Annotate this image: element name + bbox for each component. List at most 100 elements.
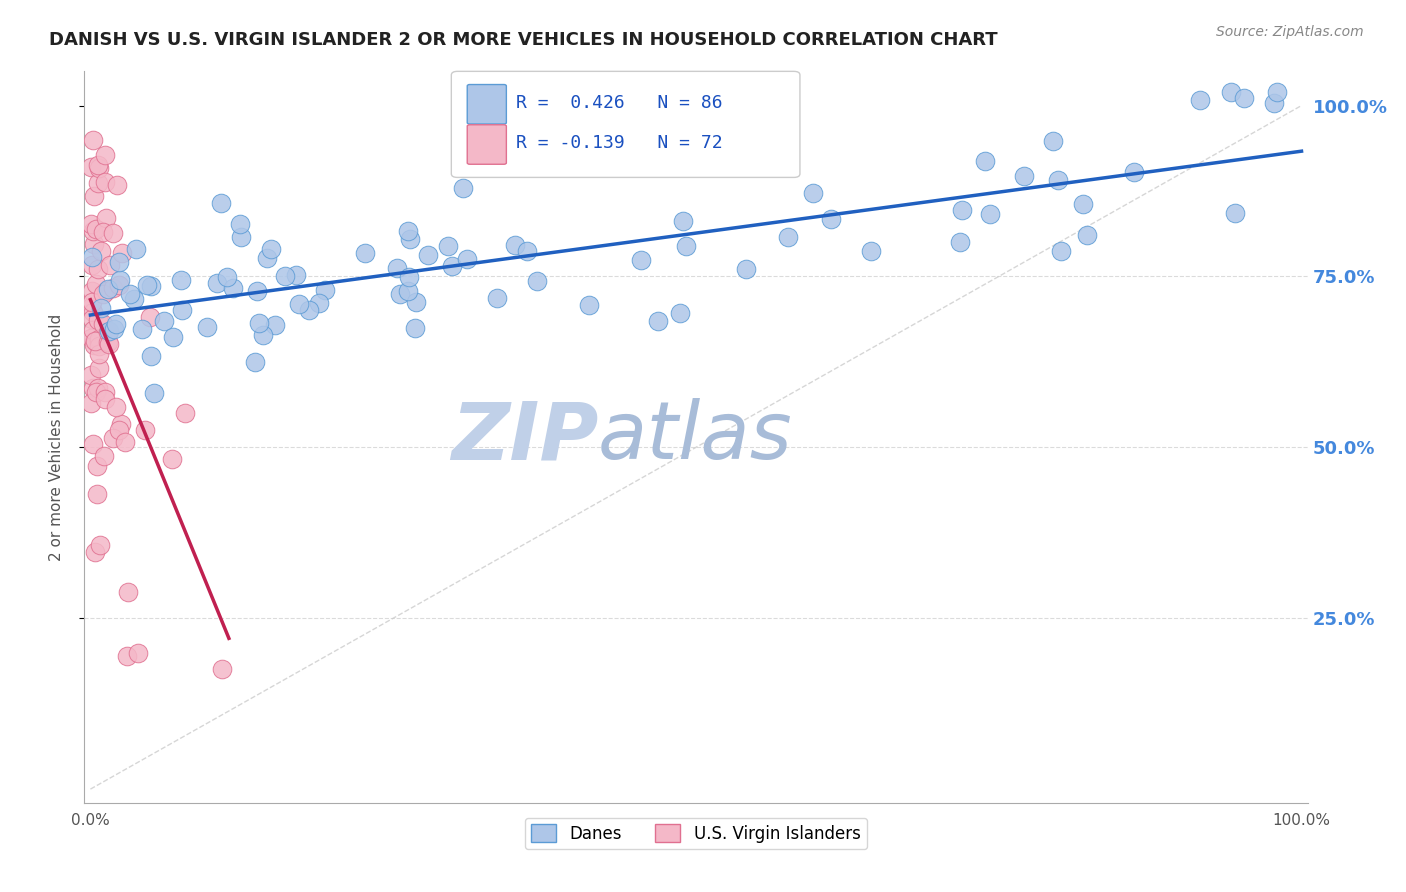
Point [108,255,131,269]
Point [209,196,232,211]
Point [101,431,124,445]
Point [1042,134,1064,148]
Point [1012,169,1035,183]
Point [82,250,104,264]
Point [82,224,104,238]
Point [153,314,176,328]
Point [96,211,118,225]
Point [195,319,218,334]
Point [108,273,131,287]
Point [127,646,149,660]
Point [354,245,377,260]
Point [80,368,103,382]
Point [82,380,104,394]
Point [101,226,124,240]
Point [211,663,233,677]
Point [120,286,142,301]
Point [222,281,245,295]
Point [231,230,253,244]
Text: DANISH VS U.S. VIRGIN ISLANDER 2 OR MORE VEHICLES IN HOUSEHOLD CORRELATION CHART: DANISH VS U.S. VIRGIN ISLANDER 2 OR MORE… [49,31,998,49]
Point [1071,197,1094,211]
Point [80,217,103,231]
Point [256,251,278,265]
Point [97,325,120,339]
Point [80,396,103,410]
Point [86,313,108,327]
Text: atlas: atlas [598,398,793,476]
Point [453,180,475,194]
Point [82,436,104,450]
Point [803,186,825,201]
Point [82,304,104,318]
Point [84,222,107,236]
Point [87,161,110,176]
Point [516,244,538,259]
Point [672,214,695,228]
Point [668,305,690,319]
Point [675,239,697,253]
Point [160,452,183,467]
Point [105,400,128,414]
Point [86,486,108,500]
Point [107,178,129,192]
Point [80,300,103,314]
Point [94,392,117,406]
Point [93,449,115,463]
Point [87,176,110,190]
Point [217,270,239,285]
Point [1189,93,1212,107]
Point [486,291,509,305]
Legend: Danes, U.S. Virgin Islanders: Danes, U.S. Virgin Islanders [524,818,868,849]
Point [456,252,478,266]
Point [82,294,104,309]
Point [83,334,105,348]
Point [820,212,842,227]
Point [117,585,139,599]
Point [142,386,165,401]
Point [503,237,526,252]
Point [83,236,105,251]
Point [308,296,330,310]
Point [110,417,132,431]
Point [134,423,156,437]
Point [87,381,110,395]
Point [1050,244,1073,258]
Point [578,298,600,312]
Point [630,253,652,268]
Point [87,158,110,172]
Point [246,284,269,298]
Point [80,160,103,174]
Point [1046,173,1069,187]
Point [91,317,114,331]
Point [111,245,134,260]
Point [734,261,756,276]
Point [87,262,110,277]
Point [252,328,274,343]
Point [1076,227,1098,242]
Text: Source: ZipAtlas.com: Source: ZipAtlas.com [1216,25,1364,39]
Point [108,277,131,292]
Point [98,324,121,338]
Point [138,310,160,325]
Point [229,217,252,231]
Point [80,311,103,326]
Point [114,434,136,449]
Point [94,148,117,162]
Point [82,133,104,147]
Point [170,273,193,287]
Point [90,301,112,315]
Point [131,322,153,336]
Point [87,346,110,360]
Point [396,224,419,238]
Point [298,303,321,318]
Point [172,303,194,318]
Point [1263,96,1285,111]
Point [398,270,420,285]
Point [86,459,108,474]
Point [399,232,422,246]
Point [263,318,285,332]
Point [247,316,270,330]
Point [89,332,111,346]
Point [205,276,228,290]
Point [396,285,419,299]
